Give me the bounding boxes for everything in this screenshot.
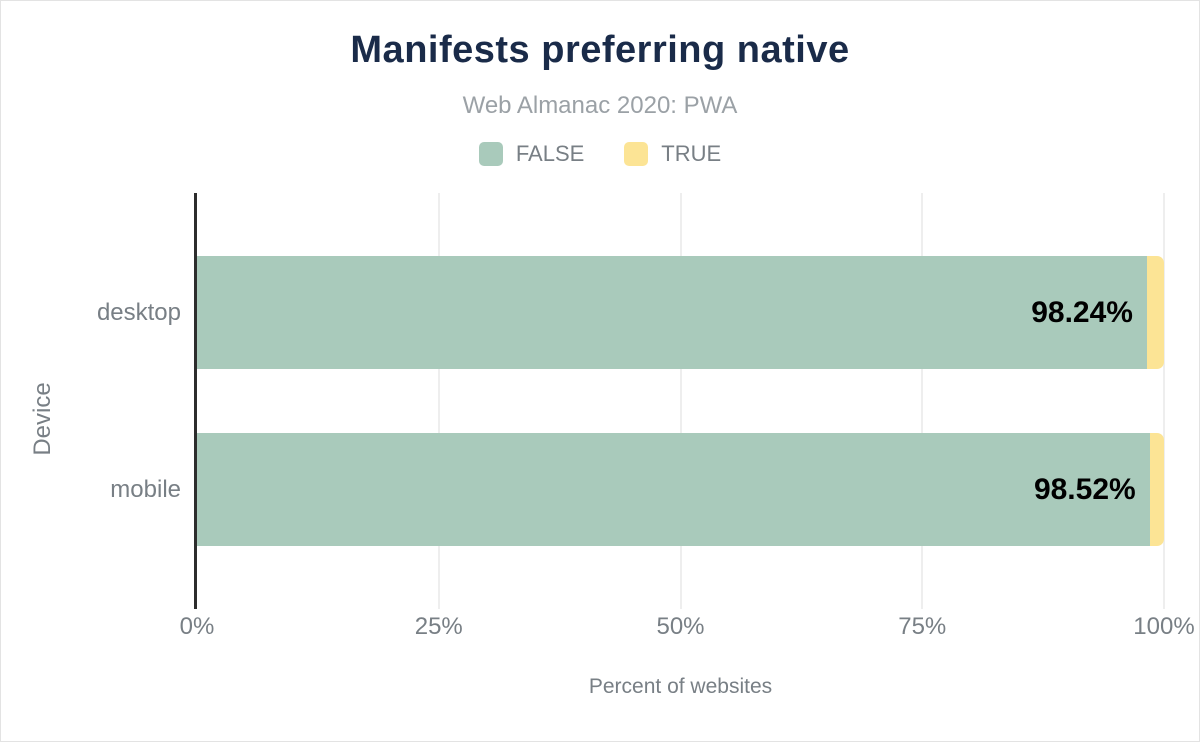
x-tick-label: 100% [1133,613,1195,640]
bar-row: 98.24% [197,256,1164,369]
gridline [437,193,440,609]
gridline [921,193,924,609]
x-tick-label: 0% [179,613,215,640]
bar-segment-false: 98.24% [197,256,1147,369]
chart-subtitle: Web Almanac 2020: PWA [462,92,738,119]
category-label: mobile [110,475,181,503]
bar-segment-true [1146,256,1164,369]
x-tick-label: 50% [656,613,705,640]
gridline [1163,193,1165,609]
bar-segment-false: 98.52% [197,433,1150,546]
x-axis-title: Percent of websites [588,675,773,698]
legend-item-false: FALSE [478,141,585,167]
legend-swatch-true [624,142,649,166]
legend-swatch-false [478,142,503,166]
bar-value-label: 98.52% [1033,472,1136,506]
bar-value-label: 98.24% [1031,295,1133,329]
category-label: desktop [96,298,181,326]
legend: FALSE TRUE [1,141,1199,167]
bar-segment-true [1149,433,1164,546]
legend-label-false: FALSE [515,141,585,166]
legend-label-true: TRUE [661,141,722,166]
chart-title: Manifests preferring native [350,29,850,71]
gridline [679,193,682,609]
legend-item-true: TRUE [624,141,721,167]
plot-area: 0% 25% 50% 75% 100% 98.24% desktop 98.52% mobile [97,193,1195,640]
bar-row: 98.52% [197,433,1164,546]
x-tick-label: 25% [414,613,463,640]
y-axis-line [194,193,197,609]
y-axis-title: Device [29,382,56,456]
x-tick-label: 75% [898,613,947,640]
